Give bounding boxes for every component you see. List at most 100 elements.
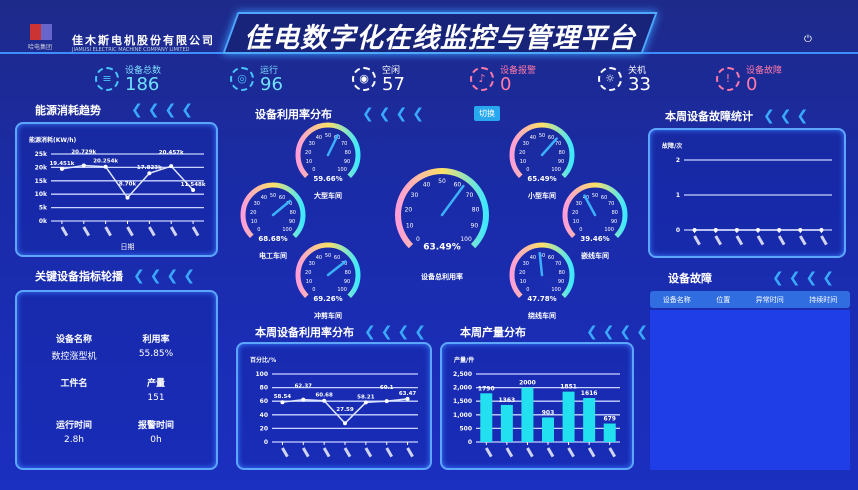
section-title: 本周产量分布 — [460, 326, 526, 339]
gauge-tick-label: 100 — [551, 167, 561, 173]
stat-running: ◎ 运行 96 — [230, 63, 283, 94]
gauge-tick-label: 40 — [530, 135, 536, 141]
data-point — [343, 421, 347, 426]
y-tick-label: 15k — [35, 178, 48, 185]
x-axis-title: 日期 — [121, 243, 135, 251]
gauge-tick-label: 70 — [466, 192, 474, 199]
gauge-needle — [583, 194, 597, 217]
device-name-value: 数控涨型机 — [51, 352, 97, 362]
chevrons-icon: ❮❮❮❮ — [586, 324, 653, 340]
x-tick-label — [820, 235, 828, 246]
data-label: 60.68 — [315, 393, 333, 399]
gauge-tick-label: 80 — [345, 150, 351, 156]
stat-value: 0 — [500, 74, 512, 95]
gauge-tick-label: 70 — [608, 201, 614, 207]
gauge-value: 65.49% — [527, 175, 556, 183]
gauge-needle — [271, 199, 292, 217]
device-name-label: 设备名称 — [55, 335, 92, 345]
x-tick-label — [798, 235, 807, 246]
x-tick-label — [505, 447, 514, 458]
gauge-tick-label: 90 — [611, 219, 617, 225]
column-header[interactable]: 持续时间 — [809, 295, 838, 304]
x-tick-label — [546, 447, 555, 458]
power-icon[interactable]: ⏻ — [804, 34, 812, 45]
x-tick-label — [148, 226, 156, 237]
gauge-tick-label: 50 — [438, 178, 446, 185]
gauge-name: 嵌线车间 — [581, 251, 609, 260]
column-header[interactable]: 位置 — [716, 295, 731, 304]
gauge-tick-label: 80 — [345, 270, 351, 276]
data-point — [734, 228, 739, 232]
data-label: 20.729k — [71, 149, 96, 155]
stat-shutdown: ☼ 关机 33 — [598, 63, 651, 94]
gauge-tick-label: 80 — [472, 207, 480, 214]
stat-alarm: ♪ 设备报警 0 — [470, 63, 536, 94]
y-axis-title: 故障/次 — [662, 142, 682, 150]
gauge-tick-label: 20 — [519, 270, 525, 276]
gauge-tick-label: 20 — [305, 270, 311, 276]
data-point — [81, 163, 86, 168]
y-tick-label: 2,500 — [453, 371, 472, 378]
y-tick-label: 5k — [39, 205, 48, 212]
data-point — [777, 228, 782, 232]
gauge-needle — [540, 137, 558, 157]
gauge-tick-label: 60 — [454, 182, 462, 189]
gauge-tick-label: 70 — [341, 141, 347, 147]
data-point — [384, 399, 389, 404]
gauge-name: 绕线车间 — [528, 311, 556, 320]
x-tick-label — [60, 226, 69, 237]
util-label: 利用率 — [142, 335, 170, 345]
gauge-tick-label: 70 — [286, 201, 292, 207]
gauge-tick-label: 20 — [305, 150, 311, 156]
bar — [480, 393, 493, 442]
stat-value: 186 — [125, 74, 160, 95]
y-tick-label: 0 — [468, 439, 472, 446]
gauge-value: 47.78% — [527, 295, 556, 303]
x-tick-label — [82, 226, 91, 237]
gauge-tick-label: 70 — [555, 141, 561, 147]
data-label: 1616 — [581, 390, 598, 397]
data-point — [756, 228, 760, 232]
gauge-tick-label: 0 — [526, 167, 529, 173]
x-tick-label — [693, 235, 701, 246]
stat-label: 设备故障 — [746, 66, 783, 76]
running-icon: ◎ — [230, 66, 254, 91]
gauge-tick-label: 100 — [551, 287, 561, 293]
util-toggle-button[interactable]: 切换 — [474, 106, 500, 121]
gauge-tick-label: 20 — [405, 207, 413, 214]
data-label: 58.21 — [357, 394, 375, 400]
fault-icon: ! — [716, 66, 740, 91]
gauge-tick-label: 60 — [548, 135, 554, 141]
x-tick-label — [126, 226, 134, 237]
chevrons-icon: ❮❮❮❮ — [772, 270, 839, 286]
data-point — [819, 228, 824, 232]
section-util-week: 本周设备利用率分布 ❮❮❮❮ — [255, 324, 431, 340]
x-tick-label — [526, 447, 534, 458]
stat-value: 57 — [382, 74, 405, 95]
gauge-tick-label: 90 — [558, 279, 564, 285]
data-label: 63.47 — [399, 391, 417, 397]
gauge-tick-label: 40 — [423, 182, 431, 189]
data-label: 679 — [603, 416, 616, 423]
fault-week-chart: 故障/次 0 1 2 — [662, 142, 832, 246]
gauge-tick-label: 0 — [257, 227, 260, 233]
stat-total: ≡ 设备总数 186 — [95, 63, 161, 94]
gauge-tick-label: 20 — [250, 210, 256, 216]
column-header[interactable]: 异常时间 — [755, 295, 784, 304]
output-week-panel: 产量/件 0 500 1,000 1,500 2,000 2,500 1790 1363 2000… — [440, 342, 634, 470]
data-point — [125, 195, 130, 200]
run-time-value: 2.8h — [63, 435, 85, 445]
y-tick-label: 20 — [260, 425, 268, 432]
stat-value: 96 — [260, 74, 283, 95]
x-tick-label — [406, 447, 414, 458]
y-tick-label: 500 — [459, 425, 472, 432]
gauge-tick-label: 50 — [325, 253, 331, 259]
idle-target-icon: ◉ — [352, 66, 376, 91]
gauge-tick-label: 100 — [460, 236, 472, 243]
y-tick-label: 20k — [35, 164, 48, 171]
gauge-tick-label: 80 — [559, 270, 565, 276]
column-header[interactable]: 设备名称 — [662, 295, 691, 304]
gauge-name: 设备总利用率 — [421, 272, 463, 281]
